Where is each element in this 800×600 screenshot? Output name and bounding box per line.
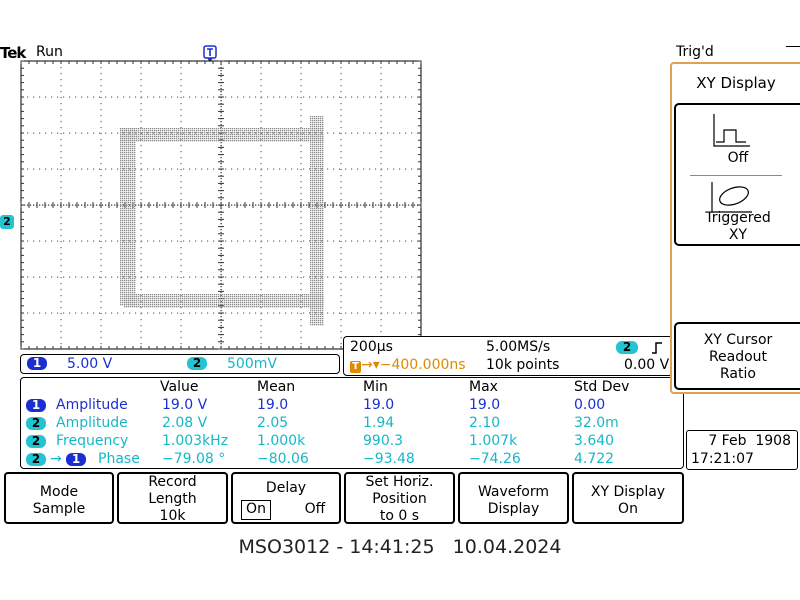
measurement-value: 2.08 V (162, 415, 208, 431)
measurement-panel (20, 377, 684, 469)
col-mean: Mean (257, 379, 296, 395)
menu-divider (690, 175, 782, 176)
measurement-source-chip: 2 (26, 435, 46, 448)
measurement-min: 19.0 (363, 397, 395, 413)
trigger-marker-icon (203, 45, 217, 62)
delay-on-option[interactable]: On (241, 500, 271, 520)
ch1-scale[interactable]: 5.00 V (67, 356, 113, 372)
measurement-value: 19.0 V (162, 397, 208, 413)
measurement-name: Amplitude (56, 415, 128, 431)
run-state: Run (36, 44, 63, 60)
xy-ellipse-icon (711, 182, 752, 213)
top-right-line (786, 46, 800, 47)
ch2-scale[interactable]: 500mV (227, 356, 277, 372)
measurement-max: 1.007k (469, 433, 518, 449)
xy-triggered-label: Triggered XY (705, 210, 771, 243)
softkey-mode-label: Mode Sample (32, 484, 86, 517)
softkey-delay-label: Delay (265, 480, 307, 496)
sample-rate: 5.00MS/s (486, 339, 551, 355)
graticule (20, 60, 422, 350)
trigger-level[interactable]: 0.00 V (624, 357, 670, 373)
rising-edge-icon (650, 340, 664, 359)
measurement-value: −79.08 ° (162, 451, 226, 467)
clock-time: 17:21:07 (691, 451, 754, 467)
col-std-dev: Std Dev (574, 379, 630, 395)
measurement-header: Value Mean Min Max Std Dev (20, 378, 684, 396)
clock-panel[interactable]: 7 Feb 1908 17:21:07 (686, 430, 798, 470)
softkey-delay[interactable]: Delay On Off (231, 472, 341, 524)
measurement-row[interactable]: 2 → 1 Phase −79.08 ° −80.06 −93.48 −74.26 4.722 (20, 450, 684, 468)
softkey-xy-display-label: XY Display On (590, 484, 666, 517)
measurement-min: 990.3 (363, 433, 404, 449)
col-max: Max (469, 379, 498, 395)
trigger-offset[interactable]: T →▾−400.000ns (350, 356, 466, 374)
measurement-std-dev: 32.0m (574, 415, 619, 431)
col-min: Min (363, 379, 388, 395)
trigger-position-marker[interactable] (203, 45, 217, 62)
measurement-name: Phase (98, 451, 140, 467)
footer-caption: MSO3012 - 14:41:25 10.04.2024 (238, 536, 562, 558)
measurement-mean: −80.06 (257, 451, 309, 467)
xy-cursor-readout-label: XY Cursor Readout Ratio (703, 332, 773, 382)
horizontal-scale[interactable]: 200µs (350, 339, 393, 355)
xy-off-button[interactable]: Off (676, 106, 800, 172)
record-points: 10k points (486, 357, 560, 373)
measurement-name: Frequency (56, 433, 129, 449)
softkey-waveform-display[interactable]: Waveform Display (458, 472, 569, 524)
xy-off-label: Off (727, 150, 749, 166)
ch2-chip[interactable]: 2 (187, 357, 207, 370)
off-square-wave-icon (713, 114, 750, 147)
channel-scale-bar: 1 5.00 V 2 500mV (20, 354, 340, 374)
col-value: Value (160, 379, 199, 395)
softkey-record-length[interactable]: Record Length 10k (117, 472, 228, 524)
measurement-min: −93.48 (363, 451, 415, 467)
measurement-max: 19.0 (469, 397, 501, 413)
measurement-std-dev: 3.640 (574, 433, 615, 449)
measurement-max: −74.26 (469, 451, 521, 467)
softkey-mode[interactable]: Mode Sample (4, 472, 114, 524)
xy-mode-group (674, 103, 800, 246)
softkey-waveform-display-label: Waveform Display (477, 484, 550, 517)
measurement-source2-chip: 1 (66, 453, 86, 466)
softkey-set-horiz-position-label: Set Horiz. Position to 0 s (365, 474, 434, 524)
trigger-t-icon: T (350, 361, 361, 373)
xy-cursor-readout-button[interactable]: XY Cursor Readout Ratio (674, 322, 800, 390)
measurement-name: Amplitude (56, 397, 128, 413)
measurement-row[interactable]: 1 Amplitude 19.0 V 19.0 19.0 19.0 0.00 (20, 396, 684, 414)
trigger-source-chip[interactable]: 2 (616, 341, 638, 354)
trigger-state: Trig'd (676, 44, 714, 60)
brand-logo: Tek (0, 44, 26, 62)
ch2-ground-marker[interactable]: 2 (0, 215, 14, 229)
measurement-source-chip: 2 (26, 417, 46, 430)
measurement-source-chip: 1 (26, 399, 46, 412)
measurement-value: 1.003kHz (162, 433, 229, 449)
measurement-mean: 19.0 (257, 397, 289, 413)
measurement-std-dev: 4.722 (574, 451, 615, 467)
clock-date: 7 Feb 1908 (708, 433, 791, 449)
side-menu-title: XY Display (696, 74, 776, 92)
softkey-xy-display[interactable]: XY Display On (572, 472, 684, 524)
measurement-row[interactable]: 2 Frequency 1.003kHz 1.000k 990.3 1.007k 3.640 (20, 432, 684, 450)
measurement-source-chip: 2 (26, 453, 46, 466)
measurement-min: 1.94 (363, 415, 395, 431)
measurement-row[interactable]: 2 Amplitude 2.08 V 2.05 1.94 2.10 32.0m (20, 414, 684, 432)
measurement-std-dev: 0.00 (574, 397, 606, 413)
measurement-max: 2.10 (469, 415, 501, 431)
arrow-right-icon: → (50, 451, 62, 467)
measurement-mean: 1.000k (257, 433, 306, 449)
trigger-offset-value: →▾−400.000ns (361, 357, 466, 373)
measurement-mean: 2.05 (257, 415, 289, 431)
softkey-record-length-label: Record Length 10k (148, 474, 197, 524)
xy-triggered-button[interactable]: Triggered XY (676, 178, 800, 244)
softkey-set-horiz-position[interactable]: Set Horiz. Position to 0 s (344, 472, 455, 524)
delay-off-option[interactable]: Off (304, 501, 326, 517)
timebase-panel: 200µs 5.00MS/s 2 T →▾−400.000ns 10k point… (343, 336, 673, 376)
ch1-chip[interactable]: 1 (27, 357, 47, 370)
